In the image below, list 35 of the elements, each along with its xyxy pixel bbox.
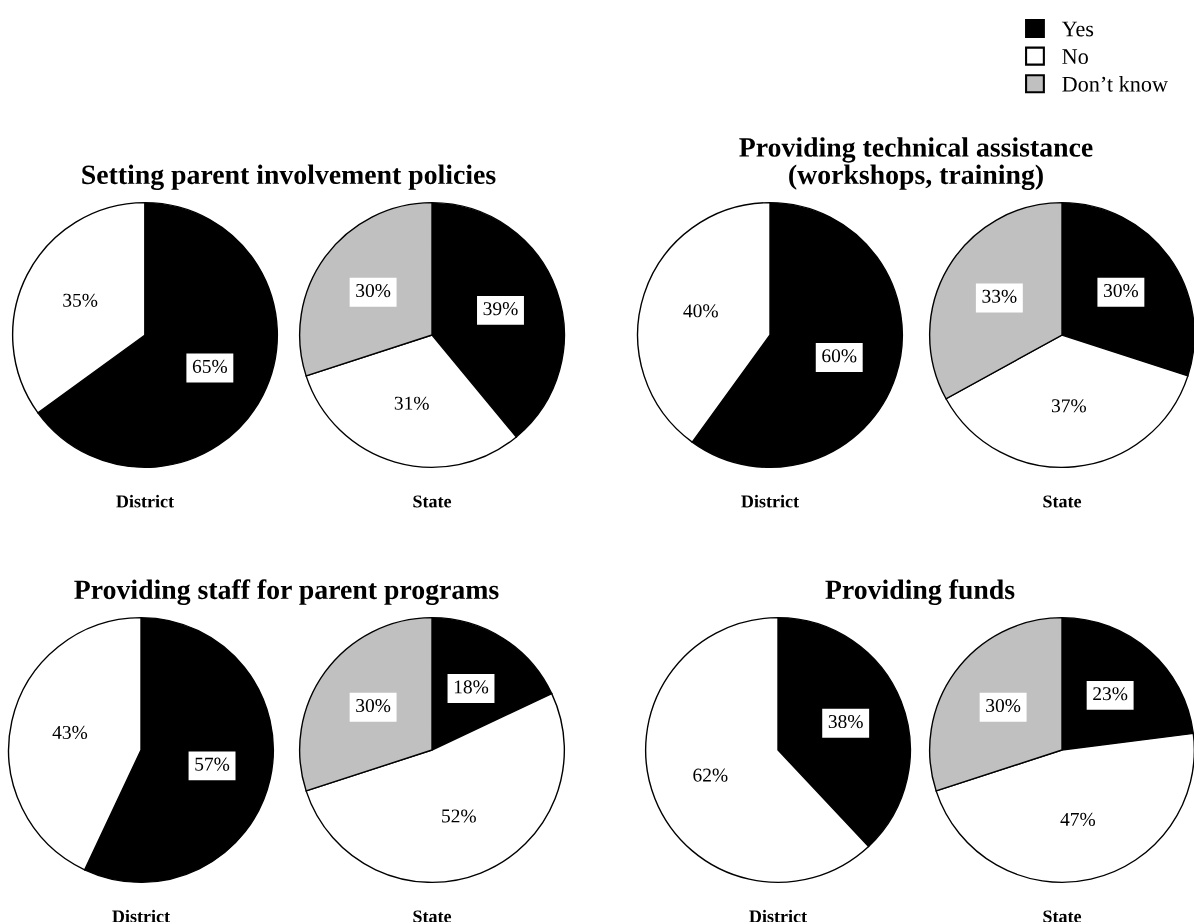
data-label: 18% <box>454 680 489 694</box>
data-label: 60% <box>822 349 857 363</box>
data-label: 57% <box>195 757 230 771</box>
data-label: 30% <box>356 283 391 298</box>
text: State <box>413 910 452 922</box>
chart-title: Providing staff for parent programs <box>74 579 499 605</box>
data-label: 35% <box>63 293 98 307</box>
data-label: 33% <box>982 289 1017 303</box>
data-label: 31% <box>394 396 429 410</box>
data-label: 39% <box>483 302 518 316</box>
data-label: 30% <box>986 698 1021 713</box>
data-label: 62% <box>693 768 728 782</box>
text: State <box>413 495 452 508</box>
text: District <box>116 494 174 508</box>
data-label: 37% <box>1051 399 1087 413</box>
data-label: 65% <box>192 359 228 373</box>
data-label: 30% <box>1104 283 1139 298</box>
legend-label: Don’t know <box>1062 76 1168 92</box>
chart-title: Providing technical assistance (workshops, training) <box>739 137 1093 190</box>
data-label: 38% <box>828 714 863 729</box>
text: State <box>1043 910 1082 922</box>
data-label: 23% <box>1093 687 1128 701</box>
data-label: 43% <box>52 725 88 740</box>
data-label: 40% <box>683 304 718 318</box>
text: District <box>749 909 807 922</box>
text: District <box>112 909 170 922</box>
chart-title: Providing funds <box>825 579 1015 605</box>
legend-label: Yes <box>1061 21 1094 37</box>
data-label: 30% <box>356 698 391 713</box>
legend-label: No <box>1062 49 1088 65</box>
data-label: 47% <box>1060 812 1096 826</box>
data-label: 52% <box>442 809 476 823</box>
text: Setting parent involvement policies <box>82 164 496 190</box>
text: State <box>1043 495 1082 508</box>
text: District <box>741 494 799 508</box>
